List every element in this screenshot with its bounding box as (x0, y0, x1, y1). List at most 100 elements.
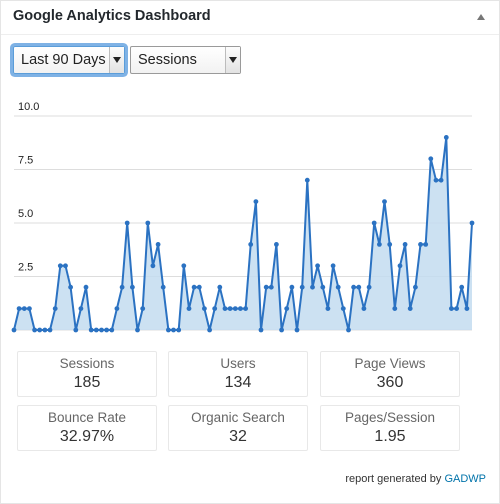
data-point[interactable] (248, 242, 254, 247)
data-point[interactable] (227, 306, 233, 311)
data-point[interactable] (397, 263, 403, 269)
data-point[interactable] (330, 263, 336, 269)
data-point[interactable] (361, 306, 367, 311)
data-point[interactable] (402, 242, 408, 247)
data-point[interactable] (382, 199, 387, 204)
data-point[interactable] (294, 327, 300, 333)
data-point[interactable] (299, 284, 305, 290)
data-point[interactable] (186, 306, 192, 311)
data-point[interactable] (454, 306, 459, 311)
data-point[interactable] (377, 242, 382, 247)
data-point[interactable] (438, 177, 444, 183)
data-point[interactable] (340, 306, 346, 311)
data-point[interactable] (166, 327, 171, 333)
data-point[interactable] (232, 306, 238, 311)
data-point[interactable] (433, 177, 439, 183)
data-point[interactable] (207, 327, 213, 333)
data-point[interactable] (253, 199, 259, 204)
stat-tile-organic-search: Organic Search 32 (168, 405, 308, 451)
data-point[interactable] (150, 263, 156, 269)
data-point[interactable] (37, 327, 43, 333)
data-point[interactable] (196, 284, 202, 290)
data-point[interactable] (392, 306, 398, 311)
data-point[interactable] (32, 327, 37, 333)
data-point[interactable] (351, 284, 356, 290)
data-point[interactable] (325, 306, 331, 311)
data-point[interactable] (258, 327, 264, 333)
data-point[interactable] (124, 220, 130, 226)
stat-label: Page Views (354, 356, 426, 371)
data-point[interactable] (52, 306, 58, 311)
data-point[interactable] (176, 327, 182, 333)
data-point[interactable] (263, 284, 269, 290)
data-point[interactable] (346, 327, 351, 333)
data-point[interactable] (464, 306, 470, 311)
data-point[interactable] (181, 263, 187, 269)
data-point[interactable] (279, 327, 284, 333)
data-point[interactable] (284, 306, 290, 311)
data-point[interactable] (83, 284, 89, 290)
collapse-arrow-icon[interactable] (473, 9, 489, 25)
data-point[interactable] (27, 306, 32, 311)
data-point[interactable] (469, 220, 475, 226)
data-point[interactable] (418, 242, 423, 247)
y-tick-label: 7.5 (18, 155, 33, 167)
data-point[interactable] (238, 306, 243, 311)
gadwp-link[interactable]: GADWP (444, 473, 486, 485)
data-point[interactable] (47, 327, 53, 333)
data-point[interactable] (371, 220, 377, 226)
data-point[interactable] (130, 284, 135, 290)
data-point[interactable] (78, 306, 84, 311)
data-point[interactable] (171, 327, 176, 333)
data-point[interactable] (320, 284, 326, 290)
data-point[interactable] (449, 306, 454, 311)
data-point[interactable] (114, 306, 120, 311)
data-point[interactable] (387, 242, 393, 247)
data-point[interactable] (289, 284, 295, 290)
data-point[interactable] (16, 306, 22, 311)
data-point[interactable] (304, 177, 310, 183)
data-point[interactable] (222, 306, 228, 311)
data-point[interactable] (93, 327, 99, 333)
data-point[interactable] (274, 242, 279, 247)
data-point[interactable] (459, 284, 465, 290)
data-point[interactable] (315, 263, 320, 269)
data-point[interactable] (11, 327, 17, 333)
data-point[interactable] (407, 306, 413, 311)
stat-value: 1.95 (374, 428, 406, 445)
data-point[interactable] (140, 306, 146, 311)
data-point[interactable] (109, 327, 115, 333)
data-point[interactable] (413, 284, 418, 290)
data-point[interactable] (99, 327, 104, 333)
data-point[interactable] (63, 263, 68, 269)
metric-select[interactable]: Sessions (130, 46, 241, 74)
data-point[interactable] (202, 306, 207, 311)
data-point[interactable] (21, 306, 27, 311)
data-point[interactable] (88, 327, 94, 333)
data-point[interactable] (366, 284, 372, 290)
data-point[interactable] (428, 156, 434, 162)
data-point[interactable] (160, 284, 166, 290)
data-point[interactable] (57, 263, 63, 269)
data-point[interactable] (104, 327, 109, 333)
stat-tile-pages-per-session: Pages/Session 1.95 (320, 405, 460, 451)
data-point[interactable] (443, 135, 449, 140)
data-point[interactable] (268, 284, 274, 290)
data-point[interactable] (68, 284, 73, 290)
date-range-select[interactable]: Last 90 Days (13, 46, 125, 74)
data-point[interactable] (310, 284, 315, 290)
data-point[interactable] (73, 327, 79, 333)
data-point[interactable] (155, 242, 161, 247)
data-point[interactable] (356, 284, 362, 290)
data-point[interactable] (42, 327, 48, 333)
data-point[interactable] (135, 327, 140, 333)
data-point[interactable] (212, 306, 218, 311)
data-point[interactable] (145, 220, 151, 226)
data-point[interactable] (423, 242, 429, 247)
stat-tile-sessions: Sessions 185 (17, 351, 157, 397)
data-point[interactable] (191, 284, 197, 290)
data-point[interactable] (335, 284, 341, 290)
data-point[interactable] (243, 306, 249, 311)
data-point[interactable] (217, 284, 223, 290)
data-point[interactable] (119, 284, 125, 290)
